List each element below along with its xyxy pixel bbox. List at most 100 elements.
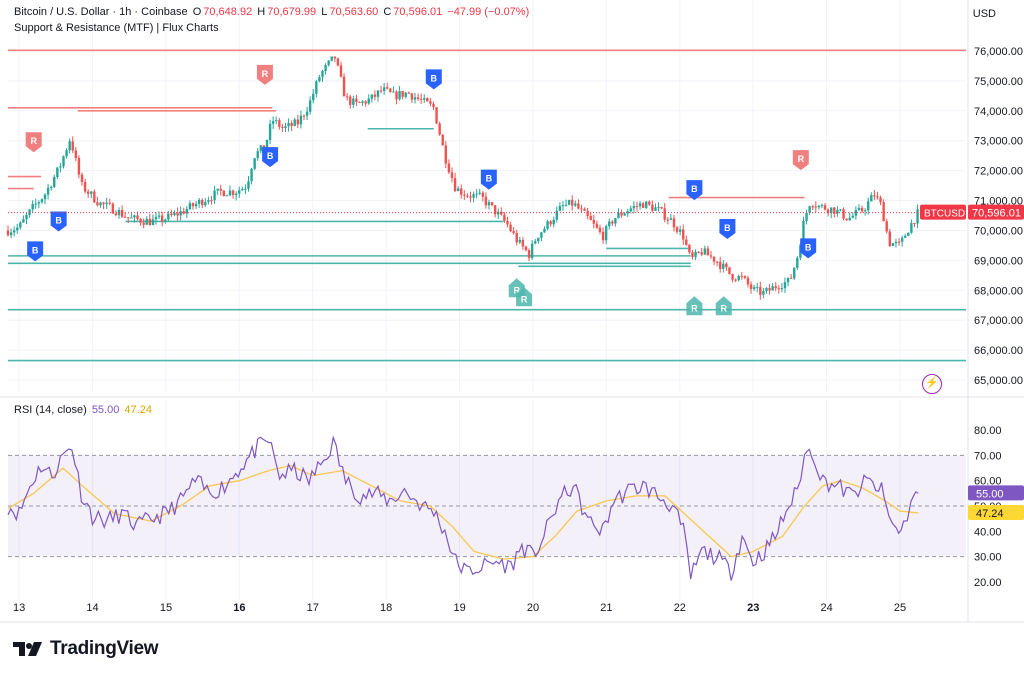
candle-body-up: [318, 77, 321, 82]
candle-body-down: [598, 227, 602, 232]
candle-body-up: [324, 64, 327, 71]
candle-body-up: [891, 243, 895, 246]
candle-body-down: [222, 190, 226, 196]
candle-body-up: [851, 215, 855, 218]
candle-body-up: [265, 139, 269, 150]
candle-body-down: [651, 204, 654, 211]
candle-body-up: [145, 218, 148, 225]
rsi-label[interactable]: RSI (14, close): [14, 404, 87, 416]
candle-body-down: [426, 98, 429, 102]
candle-body-down: [447, 163, 451, 173]
candle-body-up: [540, 232, 543, 238]
time-tick-label: 20: [527, 602, 539, 614]
candle-body-up: [167, 213, 170, 220]
price-tick-label: 66,000.00: [974, 345, 1023, 357]
buy-signal-marker: B: [27, 241, 44, 262]
candle-body-down: [746, 277, 750, 285]
candle-body-down: [355, 98, 358, 102]
candle-body-down: [842, 209, 845, 219]
candle-body-down: [493, 205, 497, 215]
signal-marker-label: R: [30, 136, 37, 146]
signal-marker-shape: [686, 296, 703, 316]
candle-body-down: [620, 212, 623, 216]
rsi-tick-label: 60.00: [974, 476, 1002, 488]
candle-body-down: [768, 288, 771, 291]
indicator-title[interactable]: Support & Resistance (MTF) | Flux Charts: [14, 22, 219, 34]
signal-marker-label: B: [267, 151, 274, 161]
candle-body-up: [854, 210, 858, 216]
candle-body-down: [740, 275, 744, 277]
candle-body-down: [789, 277, 793, 279]
candle-body-up: [361, 101, 364, 103]
candle-body-down: [860, 207, 864, 212]
candle-body-down: [77, 157, 81, 175]
candle-body-down: [466, 195, 469, 197]
signal-marker-label: R: [691, 303, 698, 313]
candle-body-up: [537, 237, 540, 242]
candle-body-down: [731, 274, 734, 280]
candle-body-down: [333, 56, 337, 59]
candle-body-down: [71, 141, 74, 151]
signal-marker-shape: [800, 238, 817, 259]
candle-body-down: [469, 196, 472, 198]
signal-marker-shape: [516, 287, 533, 307]
high-label: H: [257, 6, 266, 18]
candle-body-up: [327, 60, 330, 65]
candle-body-up: [284, 126, 287, 129]
candle-body-up: [703, 248, 707, 255]
candle-body-down: [512, 231, 515, 234]
candle-body-up: [188, 203, 192, 210]
flash-icon[interactable]: ⚡: [922, 374, 942, 394]
candle-body-down: [715, 261, 719, 263]
candle-body-down: [358, 101, 361, 103]
candle-body-down: [419, 98, 423, 100]
candle-body-down: [845, 218, 848, 221]
candle-body-up: [9, 232, 13, 236]
candle-body-down: [484, 196, 488, 206]
price-tick-label: 67,000.00: [974, 315, 1023, 327]
candle-body-down: [648, 201, 651, 205]
candle-body-down: [814, 206, 818, 208]
candle-body-up: [530, 243, 534, 258]
signal-marker-label: R: [798, 154, 805, 164]
currency-label[interactable]: USD: [972, 8, 996, 20]
rsi-ma-last-label: 47.24: [976, 508, 1004, 520]
candle-body-up: [802, 221, 805, 245]
candle-body-up: [312, 93, 315, 101]
signal-marker-shape: [686, 180, 703, 201]
tradingview-logo[interactable]: TradingView: [12, 638, 159, 660]
candle-body-down: [191, 203, 195, 207]
candle-body-up: [268, 123, 272, 140]
time-tick-label: 15: [160, 602, 172, 614]
candle-body-down: [666, 219, 670, 221]
candle-body-up: [204, 202, 207, 206]
candle-body-down: [386, 87, 389, 89]
candle-body-up: [238, 190, 241, 194]
candle-body-down: [170, 213, 173, 216]
time-tick-label: 17: [307, 602, 319, 614]
candle-body-up: [694, 251, 697, 258]
candle-body-up: [737, 275, 740, 281]
signal-marker-shape: [719, 218, 736, 239]
candle-body-up: [275, 120, 278, 122]
candle-body-up: [56, 167, 59, 177]
candle-body-up: [456, 188, 460, 192]
candle-body-up: [608, 221, 611, 227]
candle-body-up: [352, 98, 355, 105]
candle-body-up: [370, 94, 374, 99]
candle-body-up: [817, 205, 821, 208]
candle-body-up: [626, 211, 629, 214]
candle-body-down: [595, 223, 599, 228]
candle-body-up: [756, 286, 759, 288]
candle-body-up: [830, 207, 833, 214]
candle-body-down: [885, 221, 888, 232]
candle-body-down: [777, 288, 781, 290]
signal-marker-label: R: [262, 69, 269, 79]
buy-signal-marker: B: [800, 238, 817, 259]
candle-body-down: [290, 122, 293, 126]
resistance-signal-marker: R: [256, 64, 273, 85]
candle-body-up: [478, 192, 481, 194]
time-tick-label: 23: [747, 602, 759, 614]
candle-body-up: [916, 209, 919, 224]
